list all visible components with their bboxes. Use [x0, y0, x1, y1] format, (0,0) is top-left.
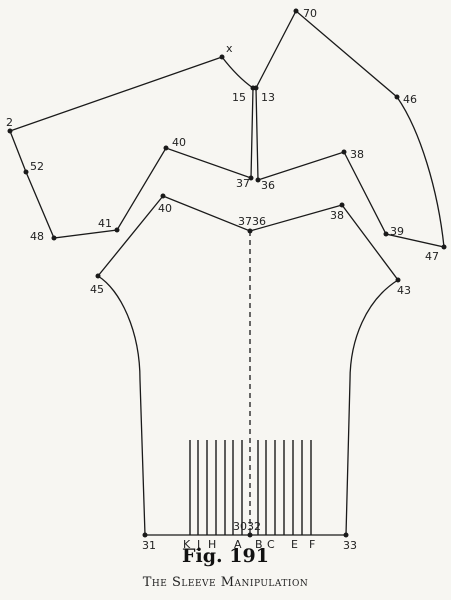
- label-40-upper: 40: [172, 136, 186, 149]
- label-47: 47: [425, 250, 439, 263]
- label-37-upper: 37: [236, 177, 250, 190]
- point-46: [394, 94, 400, 100]
- point-x: [219, 54, 225, 60]
- slash-letter-k: K: [183, 538, 191, 551]
- label-39: 39: [390, 225, 404, 238]
- label-48: 48: [30, 230, 44, 243]
- point-45: [95, 273, 101, 279]
- label-2: 2: [6, 116, 13, 129]
- point-31: [142, 532, 148, 538]
- slash-letter-a: A: [234, 538, 242, 551]
- label-52: 52: [30, 160, 44, 173]
- slash-letter-b: B: [255, 538, 263, 551]
- point-33: [343, 532, 349, 538]
- point-41: [114, 227, 120, 233]
- right-upper-section: [255, 9, 445, 248]
- label-36-upper: 36: [261, 179, 275, 192]
- point-39: [383, 231, 389, 237]
- point-13: [253, 85, 259, 91]
- point-52: [23, 169, 29, 175]
- label-45: 45: [90, 283, 104, 296]
- label-40-lower: 40: [158, 202, 172, 215]
- slash-letter-e: E: [291, 538, 298, 551]
- sleeve-outline: [97, 195, 399, 536]
- point-a: [247, 532, 253, 538]
- slash-letter-f: F: [309, 538, 315, 551]
- label-33: 33: [343, 539, 357, 552]
- label-46: 46: [403, 93, 417, 106]
- left-upper-section: [9, 56, 254, 239]
- label-13: 13: [261, 91, 275, 104]
- label-x: x: [226, 42, 233, 55]
- label-3736-lower: 3736: [238, 215, 266, 228]
- slash-letter-h: H: [208, 538, 216, 551]
- slash-letter-c: C: [267, 538, 275, 551]
- point-labels: x 2 52 48 41 40 37 36 38 15 13 70 46 47 …: [6, 7, 439, 552]
- point-37-upper: [248, 175, 254, 181]
- label-38-upper: 38: [350, 148, 364, 161]
- point-38-lower: [339, 202, 345, 208]
- point-2: [7, 128, 13, 134]
- slash-letter-j: J: [196, 538, 200, 551]
- figure-caption: The Sleeve Manipulation: [142, 575, 309, 590]
- point-70: [293, 8, 299, 14]
- point-3736-lower: [247, 228, 253, 234]
- point-40-lower: [160, 193, 166, 199]
- label-38-lower: 38: [330, 209, 344, 222]
- point-47: [441, 244, 447, 250]
- label-70: 70: [303, 7, 317, 20]
- point-40-upper: [163, 145, 169, 151]
- point-48: [51, 235, 57, 241]
- label-15: 15: [232, 91, 246, 104]
- point-38-upper: [341, 149, 347, 155]
- sleeve-body: [97, 195, 399, 536]
- point-36-upper: [255, 177, 261, 183]
- slash-letters: K J H A B C E F: [183, 538, 315, 551]
- points: [7, 8, 447, 538]
- point-43: [395, 277, 401, 283]
- figure-title: Fig. 191: [182, 545, 269, 567]
- label-31: 31: [142, 539, 156, 552]
- label-43: 43: [397, 284, 411, 297]
- label-3032: 3032: [233, 520, 261, 533]
- slash-lines: [189, 440, 312, 535]
- label-41: 41: [98, 217, 112, 230]
